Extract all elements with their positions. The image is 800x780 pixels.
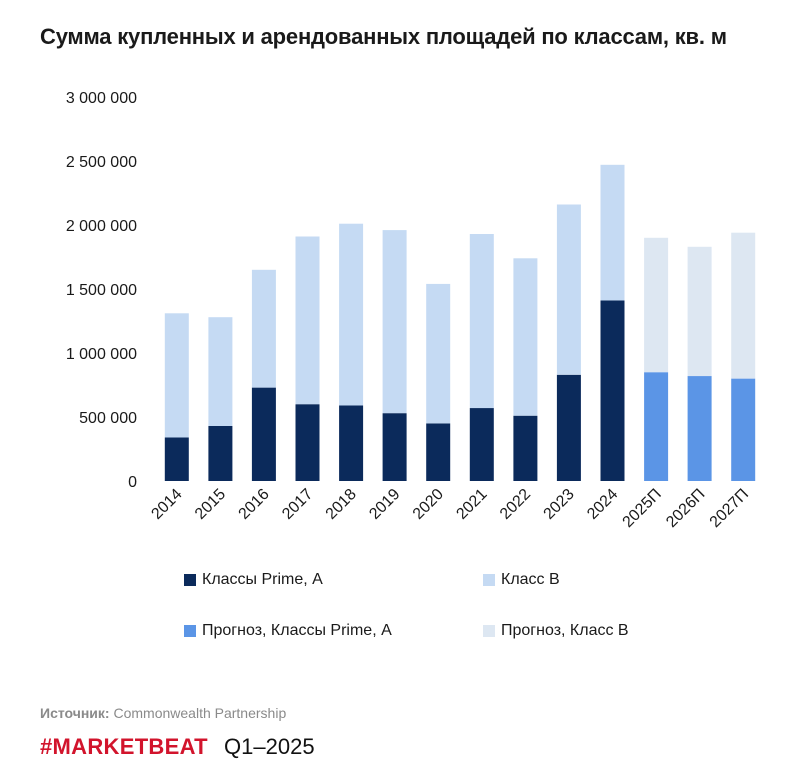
bar-class-b-2014	[164, 313, 189, 438]
bar-class-b-2023	[556, 204, 581, 375]
chart-title: Сумма купленных и арендованных площадей …	[40, 24, 727, 49]
x-tick-label: 2021	[453, 486, 490, 523]
y-tick-label: 500 000	[79, 410, 137, 427]
y-tick-label: 1 500 000	[66, 282, 137, 299]
legend-label-forecast-class-b: Прогноз, Класс В	[501, 622, 629, 639]
y-tick-label: 3 000 000	[66, 90, 137, 107]
bar-prime-2024	[600, 300, 625, 481]
bar-class-b-2022	[513, 258, 538, 416]
marketbeat-logo: #MARKETBEAT	[40, 734, 208, 759]
x-tick-label: 2024	[584, 486, 621, 523]
y-tick-label: 2 500 000	[66, 154, 137, 171]
x-tick-label: 2026П	[663, 486, 708, 531]
x-tick-label: 2017	[279, 486, 316, 523]
bar-class-b-2021	[469, 234, 494, 409]
bar-prime-2019	[382, 413, 407, 481]
bar-forecast-prime-2025П	[644, 372, 669, 481]
bar-prime-2017	[295, 404, 320, 481]
bar-prime-2021	[469, 408, 494, 481]
brand-footer: #MARKETBEAT Q1–2025	[40, 734, 315, 760]
legend-item-forecast-class-b: Прогноз, Класс В	[483, 622, 629, 640]
legend-item-class-b: Класс В	[483, 571, 560, 589]
x-tick-label: 2027П	[707, 486, 752, 531]
legend-label-class-b: Класс В	[501, 571, 560, 588]
stacked-bar-chart: 0 500 000 1 000 000 1 500 000 2 000 000 2 500…	[66, 90, 756, 531]
bar-class-b-2015	[208, 317, 233, 426]
source-text: Commonwealth Partnership	[113, 705, 287, 721]
x-tick-label: 2022	[497, 486, 534, 523]
legend-swatch-class-b	[483, 574, 495, 586]
bar-class-b-2016	[251, 269, 276, 388]
x-tick-label: 2023	[541, 486, 578, 523]
source-label: Источник:	[40, 705, 110, 721]
x-tick-label: 2025П	[620, 486, 665, 531]
bar-prime-2023	[556, 374, 581, 481]
legend-label-prime: Классы Prime, А	[202, 571, 323, 588]
x-tick-label: 2016	[236, 486, 273, 523]
x-tick-label: 2018	[323, 486, 360, 523]
bar-prime-2020	[426, 423, 451, 481]
bar-class-b-2018	[339, 223, 364, 406]
legend-swatch-forecast-prime	[184, 625, 196, 637]
source-note: Источник: Commonwealth Partnership	[40, 705, 286, 721]
bar-class-b-2024	[600, 164, 625, 301]
y-tick-label: 0	[128, 474, 137, 491]
bar-forecast-prime-2026П	[687, 376, 712, 481]
x-tick-label: 2014	[148, 486, 185, 523]
bar-forecast-class-b-2026П	[687, 246, 712, 377]
y-tick-label: 1 000 000	[66, 346, 137, 363]
bar-forecast-prime-2027П	[731, 378, 756, 481]
bar-class-b-2019	[382, 230, 407, 414]
legend-label-forecast-prime: Прогноз, Классы Prime, А	[202, 622, 392, 639]
legend-swatch-forecast-class-b	[483, 625, 495, 637]
bar-prime-2022	[513, 415, 538, 481]
bar-class-b-2017	[295, 236, 320, 405]
bar-prime-2015	[208, 426, 233, 481]
bar-prime-2018	[339, 405, 364, 481]
bar-forecast-class-b-2025П	[644, 237, 669, 373]
legend-item-forecast-prime: Прогноз, Классы Prime, А	[184, 622, 392, 640]
x-tick-label: 2015	[192, 486, 229, 523]
legend-swatch-prime	[184, 574, 196, 586]
bar-class-b-2020	[426, 283, 451, 424]
x-tick-label: 2019	[366, 486, 403, 523]
bar-forecast-class-b-2027П	[731, 232, 756, 379]
legend-item-prime: Классы Prime, А	[184, 571, 323, 589]
report-period: Q1–2025	[224, 734, 315, 759]
bar-prime-2014	[164, 437, 189, 481]
y-tick-label: 2 000 000	[66, 218, 137, 235]
x-tick-label: 2020	[410, 486, 447, 523]
bar-prime-2016	[251, 387, 276, 481]
